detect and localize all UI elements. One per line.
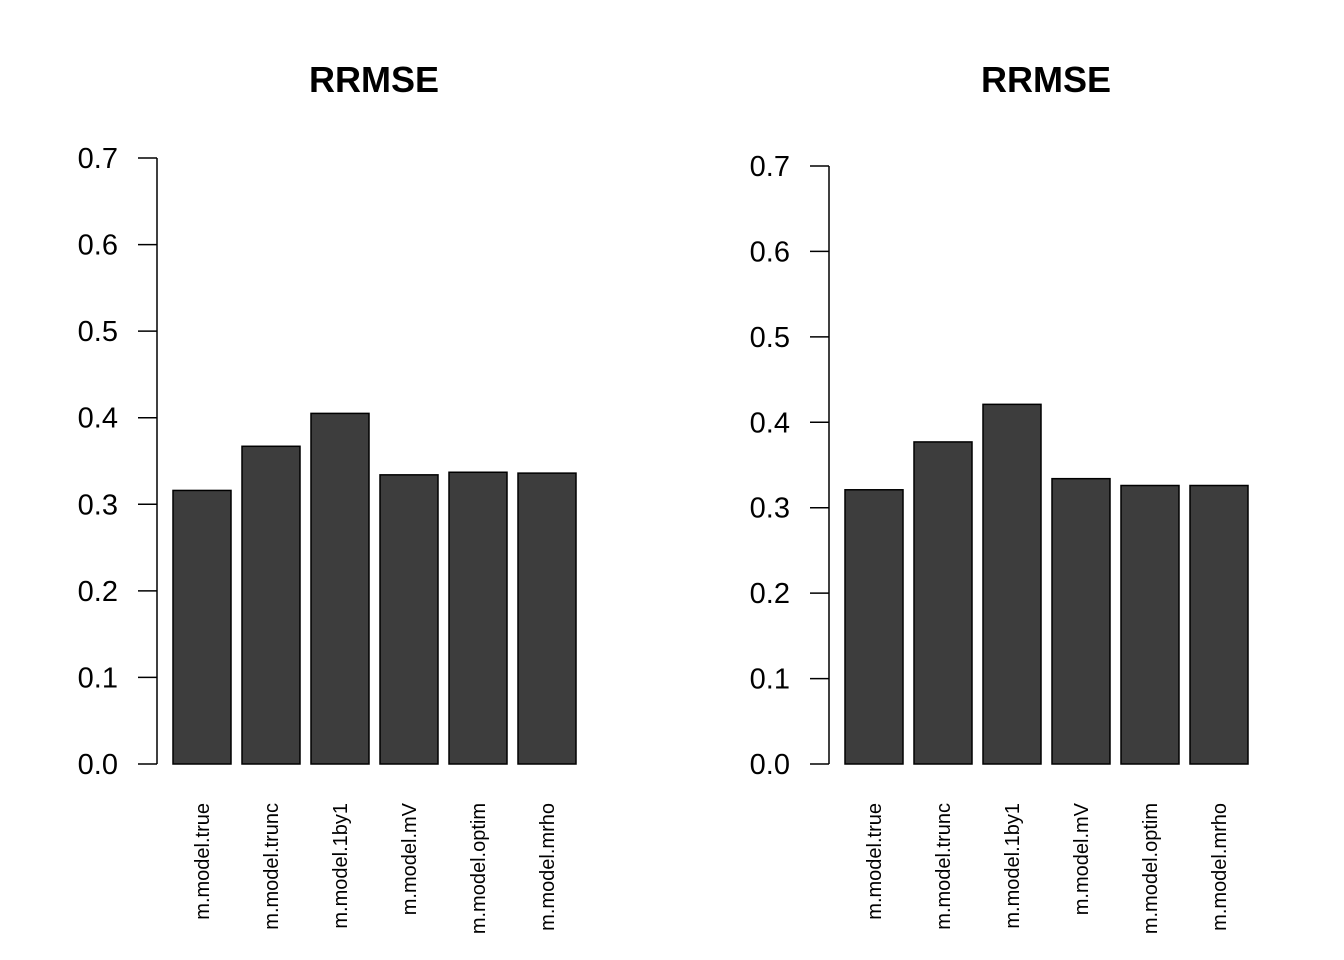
y-tick-label: 0.6 [750, 236, 790, 268]
y-tick-label: 0.2 [78, 576, 118, 608]
bar [1051, 477, 1111, 765]
bar [1120, 484, 1180, 765]
y-tick-label: 0.1 [750, 664, 790, 696]
category-label: m.model.true [864, 803, 886, 920]
bar [517, 472, 577, 765]
y-tick-label: 0.7 [78, 143, 118, 175]
bar [310, 412, 370, 765]
category-label: m.model.optim [1140, 803, 1162, 934]
y-tick-label: 0.4 [750, 407, 790, 439]
y-tick-label: 0.5 [750, 322, 790, 354]
category-label: m.model.1by1 [330, 803, 352, 929]
y-tick-label: 0.6 [78, 230, 118, 262]
category-label: m.model.mrho [1209, 803, 1231, 931]
y-tick-label: 0.3 [750, 493, 790, 525]
bar [448, 471, 508, 765]
bar [913, 441, 973, 765]
bar [982, 403, 1042, 765]
bar [1189, 484, 1249, 765]
bar [172, 489, 232, 765]
bar [844, 489, 904, 765]
y-tick-label: 0.2 [750, 578, 790, 610]
category-label: m.model.optim [468, 803, 490, 934]
y-tick-label: 0.5 [78, 316, 118, 348]
category-label: m.model.trunc [261, 803, 283, 930]
y-tick-label: 0.1 [78, 662, 118, 694]
chart-title: RRMSE [309, 59, 439, 100]
category-label: m.model.trunc [933, 803, 955, 930]
y-tick-label: 0.4 [78, 403, 118, 435]
chart-panel-2: RRMSE 0.0 0.1 0.2 0.3 0.4 0.5 0.6 0.7 m.model.tru… [750, 59, 1249, 934]
y-tick-label: 0.3 [78, 489, 118, 521]
y-tick-label: 0.0 [78, 749, 118, 781]
category-label: m.model.mV [1071, 802, 1093, 915]
category-label: m.model.1by1 [1002, 803, 1024, 929]
category-label: m.model.mrho [537, 803, 559, 931]
y-tick-label: 0.0 [750, 749, 790, 781]
y-tick-label: 0.7 [750, 151, 790, 183]
bar [379, 474, 439, 765]
category-label: m.model.mV [399, 802, 421, 915]
bar [241, 445, 301, 765]
chart-panel-1: RRMSE 0.0 0.1 0.2 0.3 0.4 0.5 0.6 0.7 m.model.tru… [78, 59, 577, 934]
chart-title: RRMSE [981, 59, 1111, 100]
category-label: m.model.true [192, 803, 214, 920]
